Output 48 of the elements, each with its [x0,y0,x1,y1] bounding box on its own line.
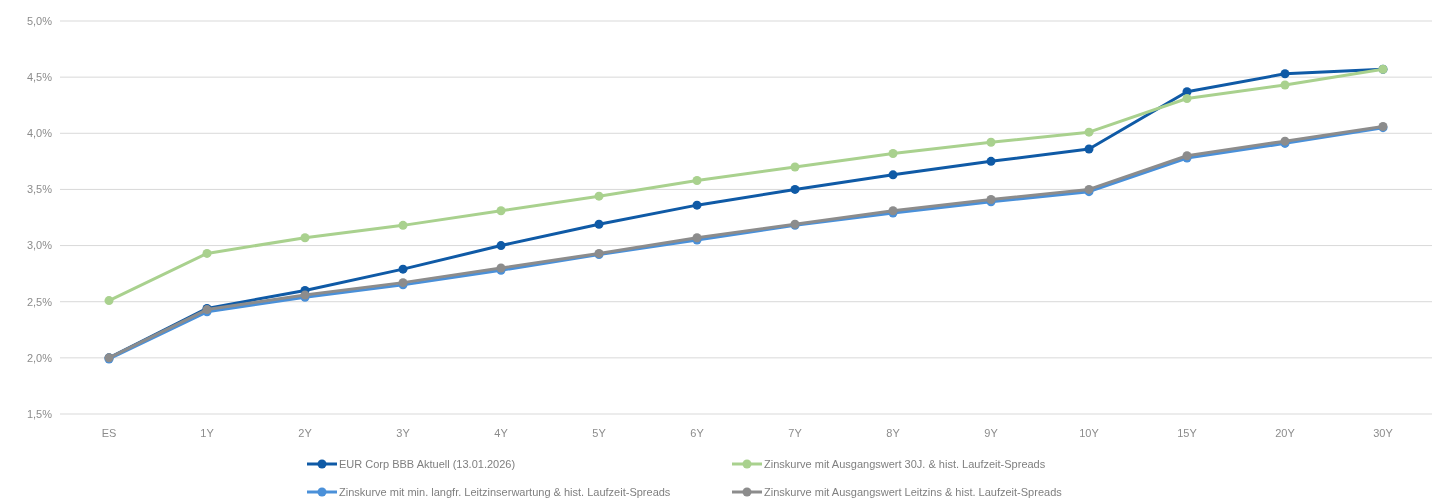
x-tick-label: 10Y [1079,427,1100,439]
legend-label: Zinskurve mit Ausgangswert Leitzins & hist. Laufzeit-Spreads [764,485,1063,498]
point [1280,80,1290,90]
y-tick-label: 4,0% [26,127,53,140]
x-tick-label: 30Y [1373,427,1394,439]
x-tick-label: 6Y [690,427,705,439]
y-tick-label: 3,5% [26,183,53,196]
point [790,162,800,172]
point [1280,69,1290,79]
point [888,170,898,180]
x-tick-label: 8Y [886,427,901,439]
point [1084,127,1094,137]
x-tick-label: 7Y [788,427,803,439]
point [1084,144,1094,154]
point [496,206,506,216]
legend-label: EUR Corp BBB Aktuell (13.01.2026) [339,457,516,470]
y-tick-label: 1,5% [26,407,53,420]
x-tick-label: 3Y [396,427,411,439]
y-tick-label: 3,0% [26,239,53,252]
point [692,175,702,185]
point [594,219,604,229]
legend-label: Zinskurve mit Ausgangswert 30J. & hist. Laufzeit-Spreads [764,457,1046,470]
x-tick-label: 2Y [298,427,313,439]
x-tick-label: 9Y [984,427,999,439]
point [692,200,702,210]
x-tick-label: 5Y [592,427,607,439]
y-tick-label: 2,5% [26,295,53,308]
x-tick-label: 4Y [494,427,509,439]
point [300,233,310,243]
point [986,137,996,147]
y-tick-label: 2,0% [26,351,53,364]
x-tick-label: 20Y [1275,427,1296,439]
point [398,264,408,274]
x-tick-label: 1Y [200,427,215,439]
y-tick-label: 4,5% [26,70,53,83]
legend-label: Zinskurve mit min. langfr. Leitzinserwartung & hist. Laufzeit-Spreads [339,485,671,498]
point [986,156,996,166]
point [790,184,800,194]
point [594,191,604,201]
point [1182,93,1192,103]
point [202,248,212,258]
point [888,149,898,158]
y-tick-label: 5,0% [26,14,53,27]
x-tick-label: 15Y [1177,427,1198,439]
point [104,296,114,306]
point [398,220,408,230]
x-tick-label: ES [101,427,117,439]
point [496,241,506,251]
